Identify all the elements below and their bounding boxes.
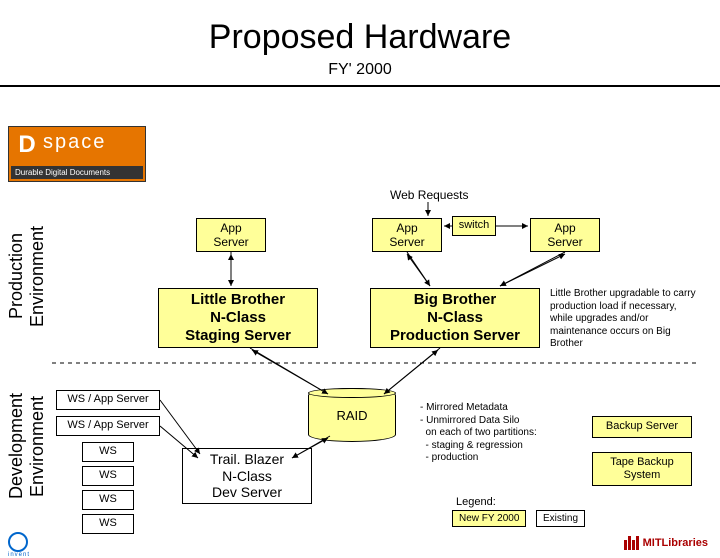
footer-logos: invent MITLibraries (8, 530, 712, 554)
web-requests-label: Web Requests (390, 188, 469, 203)
development-env-label: Development Environment (6, 376, 48, 516)
little-brother-note: Little Brother upgradable to carry produ… (550, 288, 700, 351)
backup-server-box: Backup Server (592, 416, 692, 438)
raid-note: - Mirrored Metadata - Unmirrored Data Si… (420, 402, 570, 465)
app-server-2: App Server (372, 218, 442, 252)
big-brother-box: Big Brother N-Class Production Server (370, 288, 540, 348)
ws-1: WS (82, 442, 134, 462)
page-title: Proposed Hardware (0, 18, 720, 57)
mit-libraries-logo: MITLibraries (624, 536, 708, 550)
ws-3: WS (82, 490, 134, 510)
ws-2: WS (82, 466, 134, 486)
legend-new: New FY 2000 (452, 510, 526, 527)
production-env-label: Production Environment (6, 206, 48, 346)
ws-app-1: WS / App Server (56, 390, 160, 410)
app-server-3: App Server (530, 218, 600, 252)
dspace-logo: Dspace Durable Digital Documents (8, 126, 146, 182)
switch-box: switch (452, 216, 496, 236)
tape-backup-box: Tape Backup System (592, 452, 692, 486)
legend-existing: Existing (536, 510, 585, 527)
title-rule (0, 85, 720, 87)
page-subtitle: FY' 2000 (0, 61, 720, 79)
app-server-1: App Server (196, 218, 266, 252)
raid-cylinder: RAID (308, 388, 396, 442)
ws-app-2: WS / App Server (56, 416, 160, 436)
little-brother-box: Little Brother N-Class Staging Server (158, 288, 318, 348)
legend-label: Legend: (456, 496, 496, 510)
hp-logo: invent (8, 532, 48, 554)
trailblazer-box: Trail. Blazer N-Class Dev Server (182, 448, 312, 504)
